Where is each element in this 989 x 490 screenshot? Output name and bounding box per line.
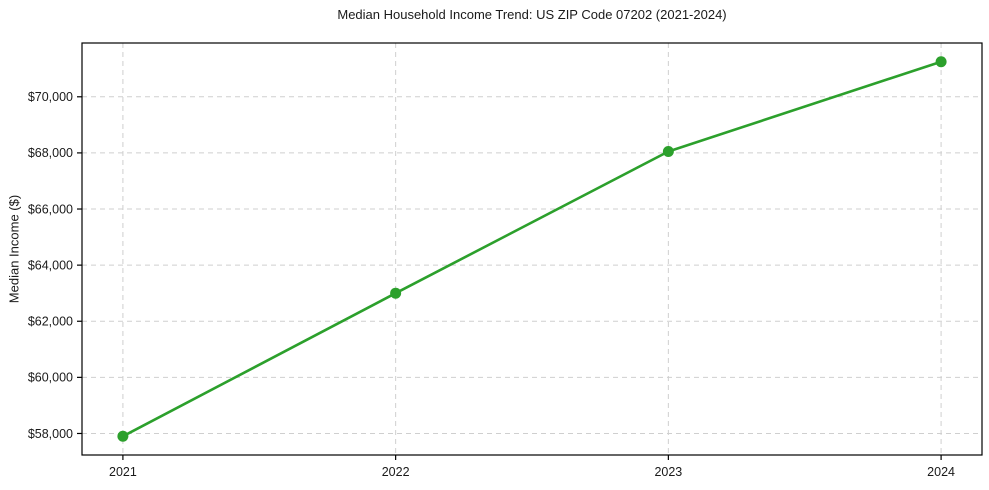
data-point bbox=[662, 145, 674, 157]
axes-box bbox=[81, 42, 983, 456]
x-tick-label: 2023 bbox=[654, 465, 682, 479]
data-point bbox=[117, 430, 129, 442]
y-tick-label: $58,000 bbox=[28, 427, 73, 441]
y-tick-label: $60,000 bbox=[28, 371, 73, 385]
y-tick-label: $62,000 bbox=[28, 315, 73, 329]
y-tick-label: $68,000 bbox=[28, 146, 73, 160]
x-tick-label: 2021 bbox=[109, 465, 137, 479]
x-tick-label: 2024 bbox=[927, 465, 955, 479]
data-point bbox=[390, 287, 402, 299]
data-point bbox=[935, 56, 947, 68]
y-tick-label: $64,000 bbox=[28, 258, 73, 272]
trend-line bbox=[122, 60, 942, 438]
y-tick-label: $70,000 bbox=[28, 90, 73, 104]
chart-title: Median Household Income Trend: US ZIP Co… bbox=[337, 7, 727, 22]
x-tick-label: 2022 bbox=[382, 465, 410, 479]
y-tick-label: $66,000 bbox=[28, 202, 73, 216]
